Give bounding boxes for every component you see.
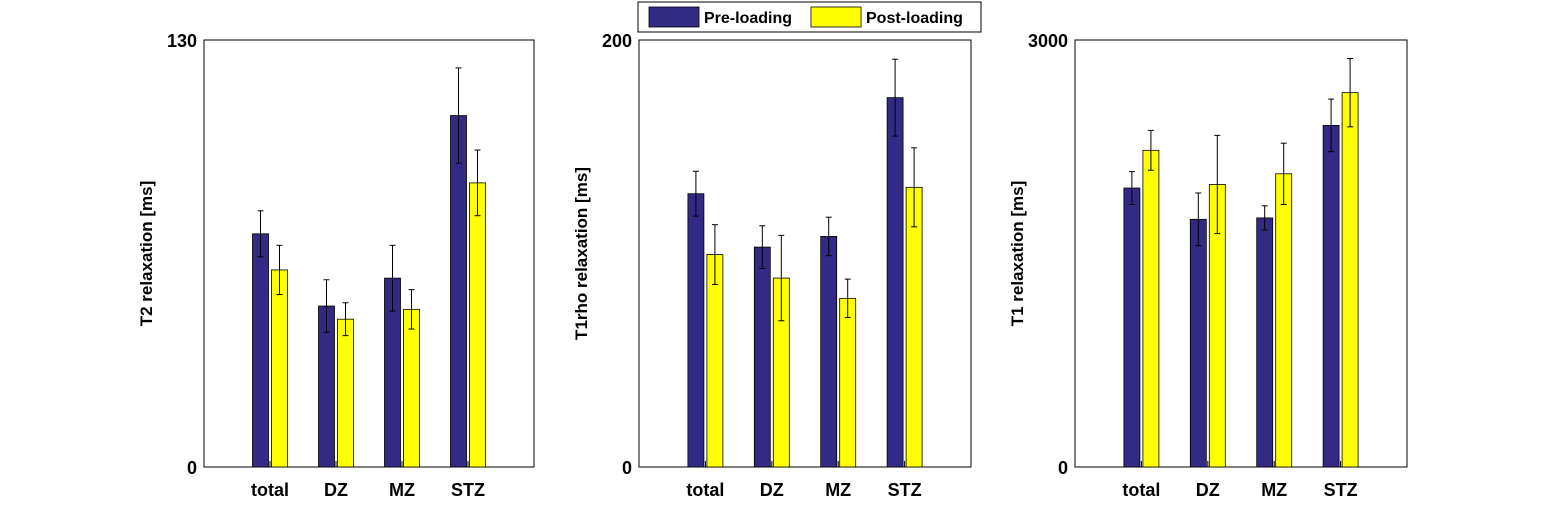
y-tick-label: 0: [1058, 458, 1068, 478]
y-axis-label: T1rho relaxation [ms]: [572, 167, 591, 340]
y-tick-label: 200: [602, 31, 632, 51]
bar-post-loading-total: [706, 254, 724, 468]
bar-pre-loading-total: [1123, 187, 1141, 468]
x-tick-label: MZ: [389, 480, 415, 500]
x-tick-label: MZ: [1261, 480, 1287, 500]
y-tick-label: 0: [187, 458, 197, 478]
bar-post-loading-mz: [1275, 173, 1293, 468]
y-axis-label: T2 relaxation [ms]: [137, 181, 156, 327]
x-tick-label: STZ: [1324, 480, 1358, 500]
bar-post-loading-stz: [905, 186, 923, 468]
bar-pre-loading-mz: [1256, 217, 1274, 468]
x-tick-label: total: [686, 480, 724, 500]
y-tick-label: 0: [622, 458, 632, 478]
bar-pre-loading-dz: [1189, 218, 1207, 468]
plots: 0 130 T2 relaxation [ms] total DZ MZ STZ 0 200 T1…: [137, 31, 1408, 500]
bar-post-loading-mz: [403, 308, 420, 468]
x-tick-label: MZ: [825, 480, 851, 500]
bar-post-loading-total: [271, 269, 288, 468]
legend-swatch-post-loading: [810, 6, 862, 28]
chart-panel-2: 0 200 T1rho relaxation [ms] total DZ MZ STZ: [572, 31, 972, 500]
axes-box: [638, 39, 972, 468]
x-tick-label: DZ: [1196, 480, 1220, 500]
bar-post-loading-stz: [1341, 92, 1359, 468]
x-tick-label: STZ: [451, 480, 485, 500]
y-tick-label: 3000: [1028, 31, 1068, 51]
x-tick-label: STZ: [888, 480, 922, 500]
bar-pre-loading-total: [687, 193, 705, 468]
chart-panel-3: 0 3000 T1 relaxation [ms] total DZ MZ STZ: [1008, 31, 1408, 500]
x-tick-label: total: [1122, 480, 1160, 500]
x-tick-label: total: [251, 480, 289, 500]
chart-panel-1: 0 130 T2 relaxation [ms] total DZ MZ STZ: [137, 31, 535, 500]
bar-pre-loading-total: [252, 233, 269, 468]
bar-post-loading-dz: [337, 318, 354, 468]
x-tick-label: DZ: [760, 480, 784, 500]
legend-label-post-loading: Post-loading: [866, 10, 963, 27]
bar-post-loading-mz: [839, 297, 857, 468]
axes-box: [203, 39, 535, 468]
bar-post-loading-stz: [469, 182, 486, 468]
bar-pre-loading-dz: [753, 246, 771, 468]
x-tick-label: DZ: [324, 480, 348, 500]
bar-pre-loading-mz: [820, 236, 838, 468]
bar-pre-loading-stz: [1322, 125, 1340, 468]
legend-swatch-pre-loading: [648, 6, 700, 28]
y-axis-label: T1 relaxation [ms]: [1008, 181, 1027, 327]
legend-label-pre-loading: Pre-loading: [704, 10, 792, 27]
bar-pre-loading-stz: [450, 115, 467, 468]
legend: Pre-loading Post-loading: [637, 1, 982, 33]
y-tick-label: 130: [167, 31, 197, 51]
bar-pre-loading-stz: [886, 97, 904, 468]
bar-post-loading-total: [1142, 149, 1160, 468]
axes-box: [1074, 39, 1408, 468]
